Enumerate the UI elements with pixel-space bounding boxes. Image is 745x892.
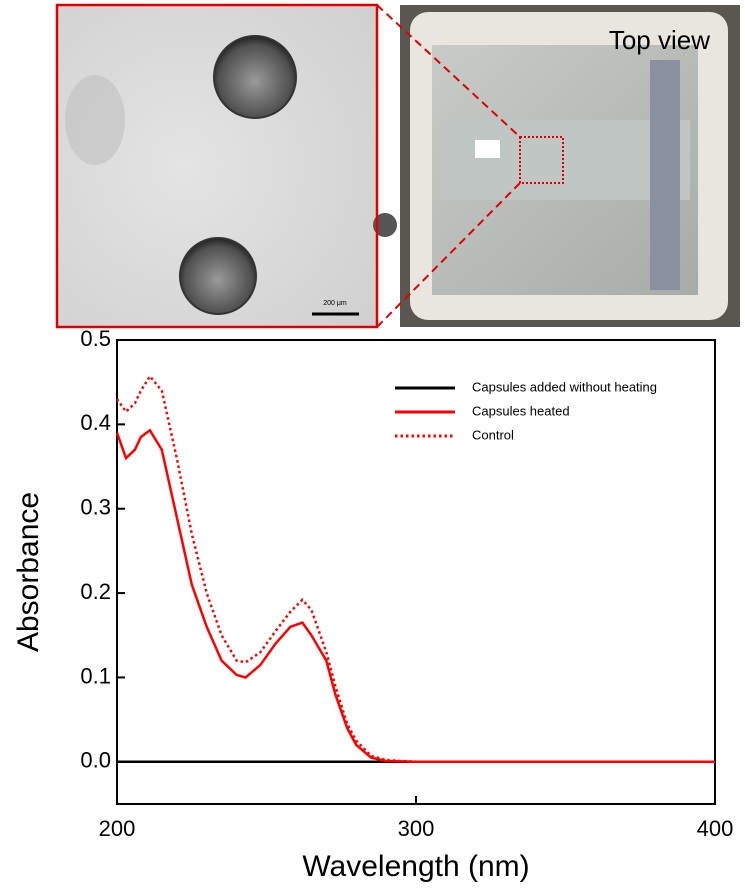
y-tick-label: 0.2 [80,579,111,604]
micrograph: 200 μm [55,3,397,329]
y-tick-label: 0.0 [80,748,111,773]
scale-bar-label: 200 μm [323,300,347,307]
zoom-line [376,4,521,138]
y-tick-label: 0.4 [80,410,111,435]
zoom-line [376,182,521,328]
y-tick-label: 0.3 [80,495,111,520]
plot-frame [116,339,716,805]
x-tick-label: 200 [99,816,136,841]
legend-label: Control [472,427,514,442]
photo: Top view [400,5,740,327]
y-tick-label: 0.1 [80,663,111,688]
x-axis-title: Wavelength (nm) [302,850,529,883]
series-line [115,428,715,764]
legend-label: Capsules heated [472,403,570,418]
inset-label: Top view [609,25,710,55]
series-line [115,374,715,764]
x-tick-label: 400 [697,816,734,841]
legend-label: Capsules added without heating [472,379,657,394]
y-tick-label: 0.5 [80,326,111,351]
x-tick-label: 300 [398,816,435,841]
y-axis-title: Absorbance [12,492,45,652]
